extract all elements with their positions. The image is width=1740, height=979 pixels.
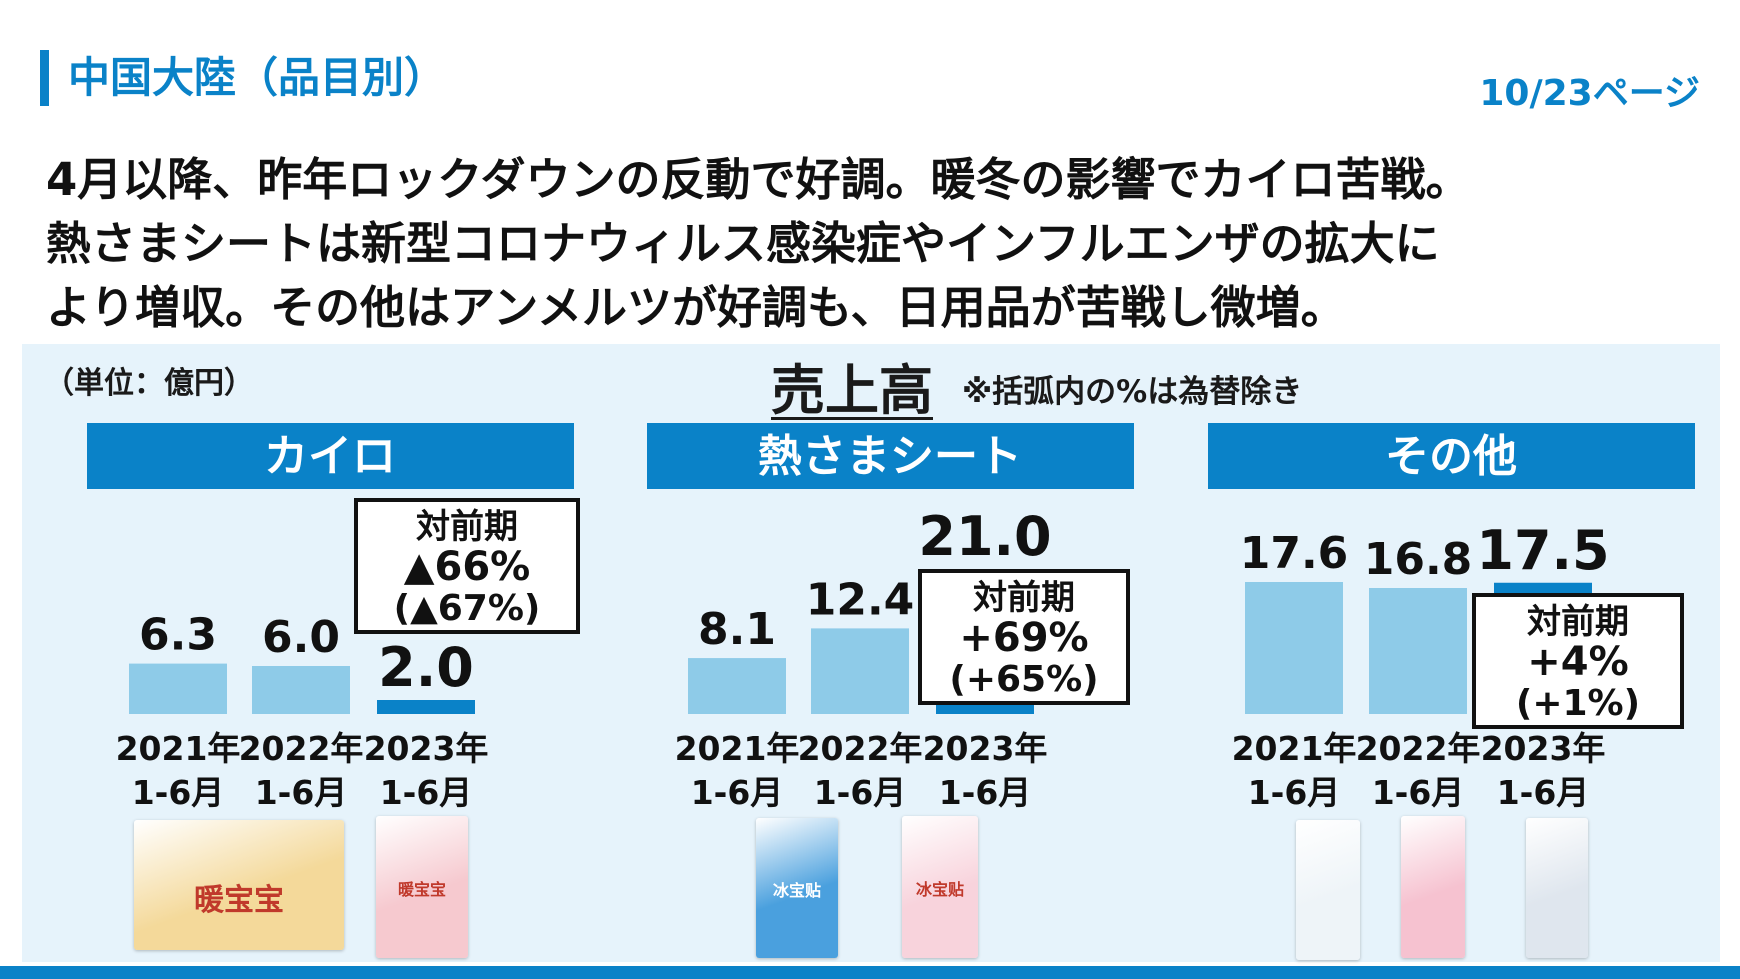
product-label: 冰宝贴 (772, 880, 821, 900)
change-value: ▲66% (404, 544, 531, 590)
value-label: 8.1 (698, 604, 776, 655)
page-title: 中国大陸（品目別） (68, 53, 447, 102)
category-label: 1-6月 (691, 773, 784, 812)
unit-label: （単位：億円） (44, 366, 254, 401)
other-product-2 (1401, 816, 1465, 958)
bar (252, 666, 350, 714)
netsusama-pack-kids: 冰宝贴 (756, 818, 838, 958)
value-label: 17.6 (1240, 528, 1349, 579)
category-label: 1-6月 (380, 773, 473, 812)
value-label: 21.0 (918, 505, 1051, 568)
bar (129, 663, 227, 714)
change-value-fx: (▲67%) (394, 588, 541, 629)
chart-header (647, 423, 1134, 489)
other-product-1 (1296, 820, 1360, 960)
sales-title: 売上高 (771, 359, 933, 422)
bar (1245, 582, 1343, 714)
change-value: +4% (1527, 639, 1628, 685)
change-label: 対前期 (973, 578, 1075, 618)
category-label: 1-6月 (255, 773, 348, 812)
product-label: 暖宝宝 (397, 879, 446, 899)
kairo-pack-large: 暖宝宝 (134, 820, 344, 950)
category-label: 2022年 (239, 729, 364, 768)
change-label: 対前期 (1527, 602, 1629, 642)
chart-title: カイロ (264, 431, 396, 482)
title-accent-bar (40, 50, 49, 106)
netsusama-pack-baby: 冰宝贴 (902, 816, 978, 958)
change-box (918, 569, 1130, 705)
chart-header (87, 423, 574, 489)
category-label: 2021年 (116, 729, 241, 768)
other-product-3 (1526, 818, 1588, 958)
change-value-fx: (+65%) (949, 659, 1098, 700)
category-label: 2023年 (364, 729, 489, 768)
value-label: 17.5 (1476, 519, 1609, 582)
value-label: 6.3 (139, 610, 217, 661)
category-label: 1-6月 (1497, 773, 1590, 812)
change-value-fx: (+1%) (1516, 683, 1640, 724)
summary-line: 熱さまシートは新型コロナウィルス感染症やインフルエンザの拡大に (46, 217, 1440, 270)
sales-note: ※括弧内の%は為替除き (962, 374, 1303, 410)
category-label: 2022年 (798, 729, 923, 768)
product-label: 冰宝贴 (915, 879, 964, 899)
category-label: 2021年 (675, 729, 800, 768)
bar (1369, 588, 1467, 714)
product-label: 暖宝宝 (194, 882, 284, 918)
chart-header (1208, 423, 1695, 489)
bar (377, 700, 475, 714)
category-label: 2022年 (1356, 729, 1481, 768)
summary-text: 4月以降、昨年ロックダウンの反動で好調。暖冬の影響でカイロ苦戦。 熱さまシートは… (46, 148, 1716, 340)
value-label: 6.0 (262, 612, 340, 663)
change-box (1472, 593, 1684, 729)
bottom-rule (0, 966, 1740, 979)
summary-line: より増収。その他はアンメルツが好調も、日用品が苦戦し微増。 (46, 281, 1346, 334)
change-box (354, 498, 580, 634)
value-label: 16.8 (1364, 534, 1473, 585)
category-label: 1-6月 (132, 773, 225, 812)
kairo-pack-small: 暖宝宝 (376, 816, 468, 958)
category-label: 2023年 (1481, 729, 1606, 768)
change-value: +69% (959, 615, 1088, 661)
category-label: 1-6月 (1372, 773, 1465, 812)
summary-line: 4月以降、昨年ロックダウンの反動で好調。暖冬の影響でカイロ苦戦。 (46, 153, 1471, 206)
value-label: 12.4 (806, 574, 915, 625)
category-label: 2023年 (923, 729, 1048, 768)
chart-title: 熱さまシート (758, 431, 1022, 482)
category-label: 1-6月 (814, 773, 907, 812)
category-label: 1-6月 (939, 773, 1032, 812)
category-label: 1-6月 (1248, 773, 1341, 812)
chart-title: その他 (1385, 431, 1517, 482)
change-label: 対前期 (416, 507, 518, 547)
page-number: 10/23ページ (1479, 73, 1700, 114)
category-label: 2021年 (1232, 729, 1357, 768)
bar (811, 628, 909, 714)
bar (688, 658, 786, 714)
value-label: 2.0 (378, 636, 474, 699)
